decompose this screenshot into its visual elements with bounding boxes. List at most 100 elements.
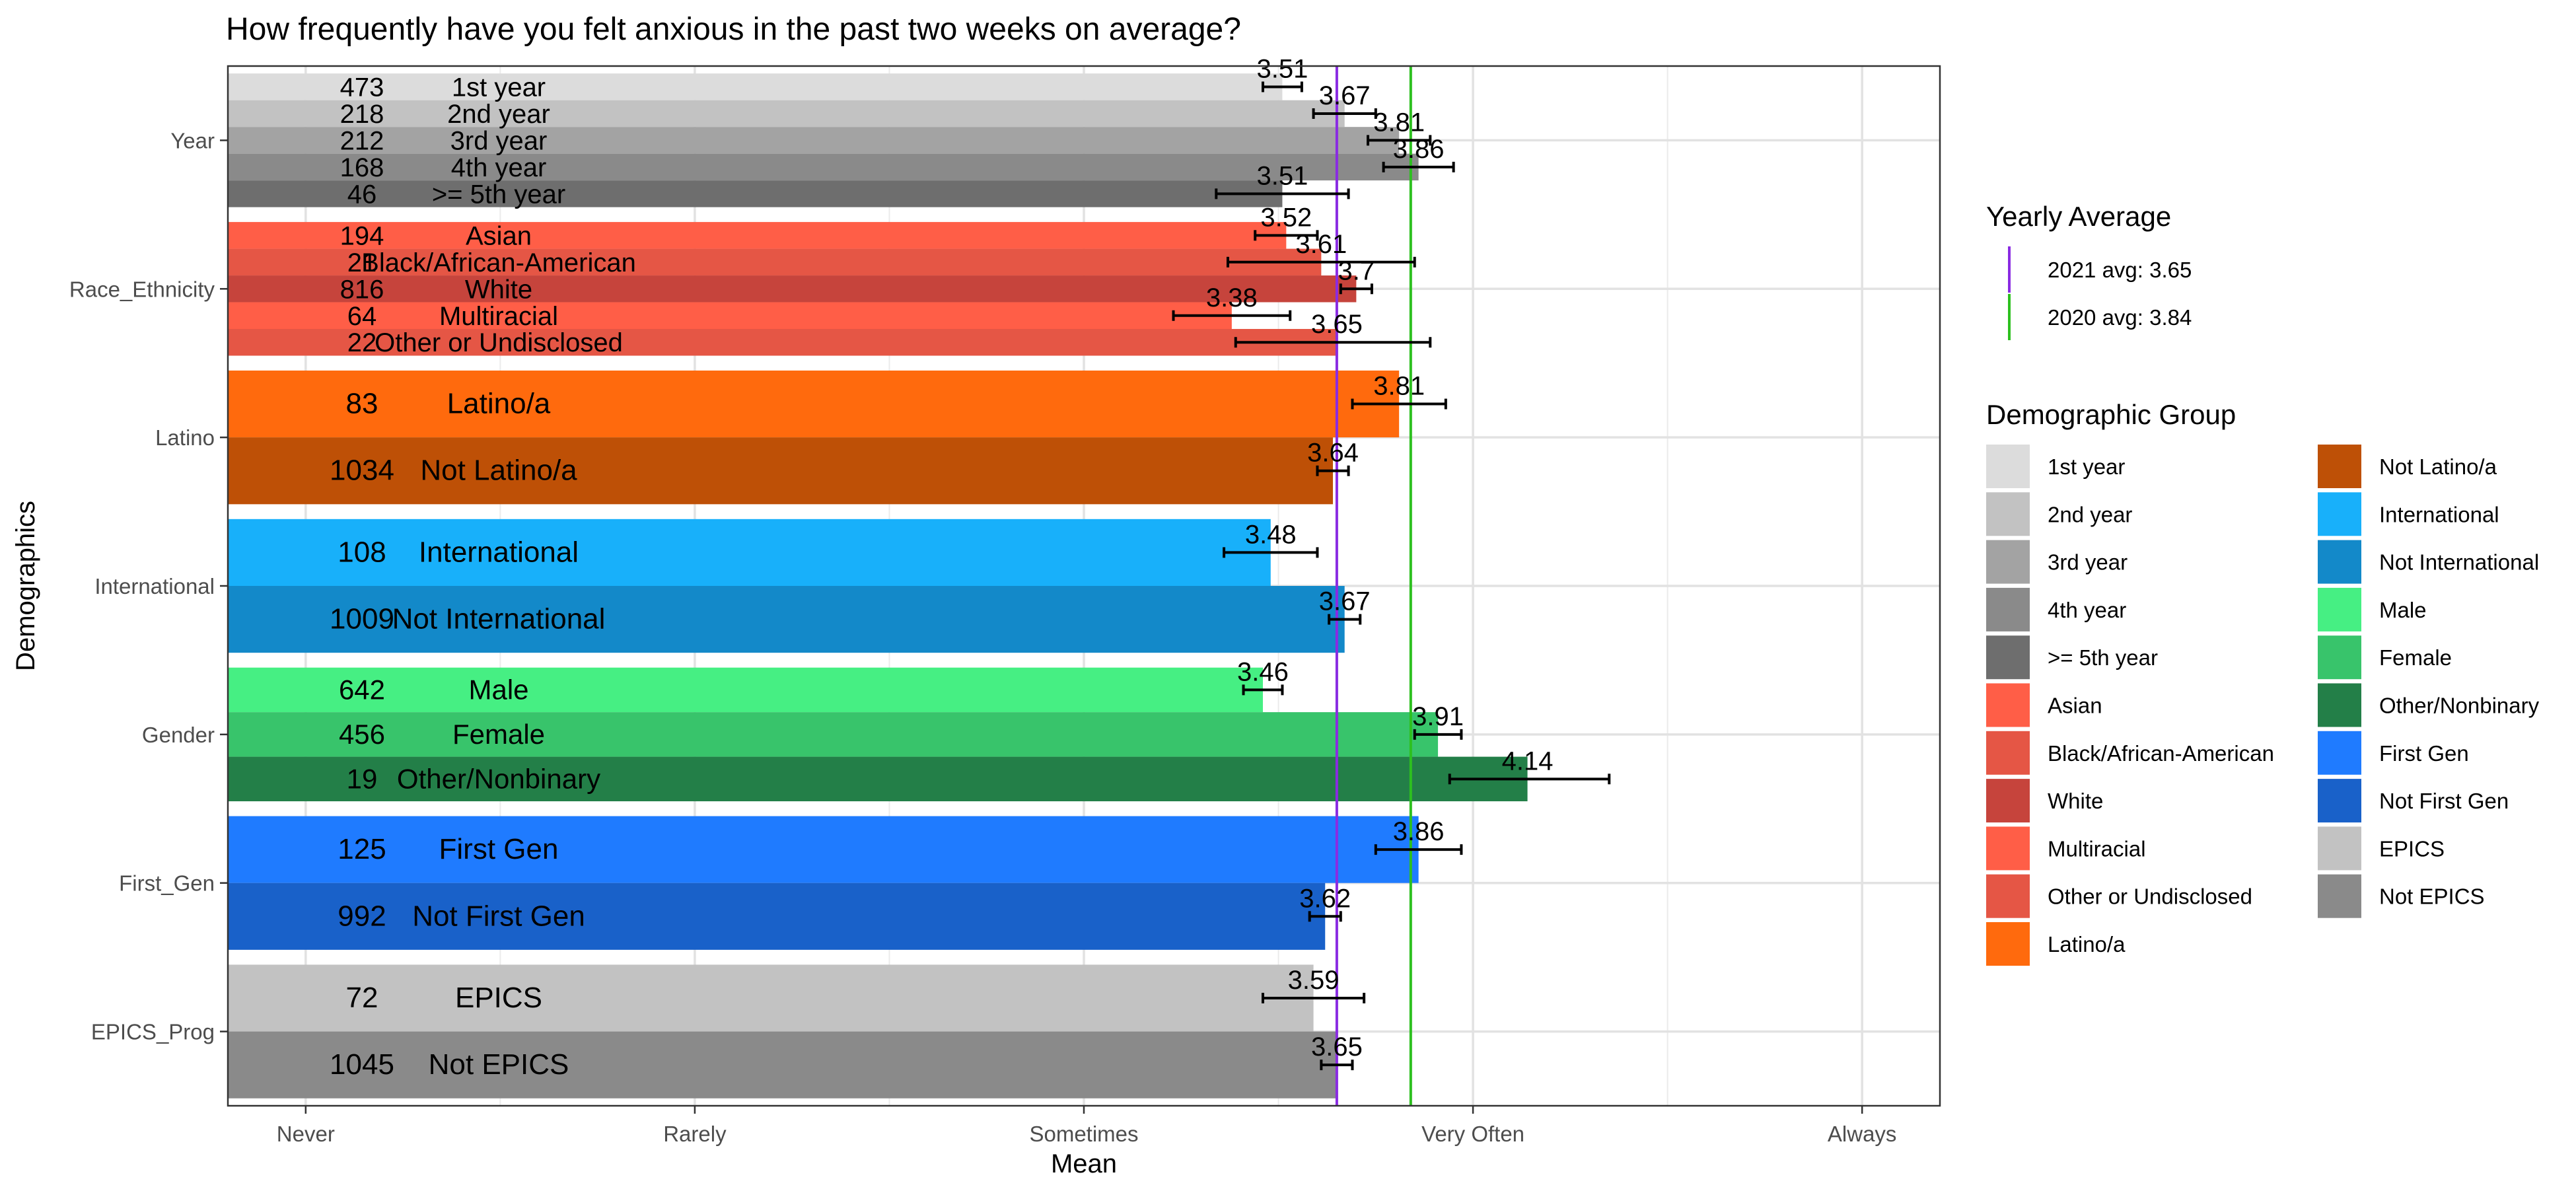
bar-group-label: Asian [466,221,532,250]
bar-group-label: 4th year [451,153,547,182]
bar-count-label: 83 [346,388,378,420]
bar-group-label: Male [468,674,528,705]
legend-swatch [1986,779,2030,823]
bar [228,127,1400,154]
bar-count-label: 1009 [330,603,394,635]
mean-label: 3.7 [1338,256,1375,285]
bar-count-label: 1034 [330,454,394,487]
legend-swatch [2318,683,2361,727]
legend-label: First Gen [2379,741,2469,766]
bar [228,586,1345,653]
bar-count-label: 1045 [330,1048,394,1081]
legend-label: >= 5th year [2048,645,2158,670]
bar [228,667,1263,713]
x-tick-label: Very Often [1421,1122,1524,1146]
bar-count-label: 22 [347,328,377,357]
chart-title: How frequently have you felt anxious in … [226,12,1241,47]
mean-label: 3.62 [1299,884,1351,913]
legend-label: 2021 avg: 3.65 [2048,258,2192,282]
mean-label: 3.51 [1257,161,1308,190]
bar-count-label: 194 [340,221,384,250]
legend-swatch [1986,731,2030,775]
y-tick-label: International [94,574,215,598]
y-tick-label: Race_Ethnicity [69,277,215,301]
bar-count-label: 19 [347,763,378,794]
bar [228,964,1314,1032]
legend-label: Asian [2048,694,2102,718]
bar [228,73,1283,100]
x-tick-label: Sometimes [1029,1122,1138,1146]
bar-count-label: 46 [347,180,377,209]
legend: Yearly Average 2021 avg: 3.65 2020 avg: 3.… [1986,201,2540,966]
bar-group-label: 2nd year [447,100,550,129]
legend-title: Demographic Group [1986,399,2236,430]
legend-swatch [1986,587,2030,631]
legend-label: Not EPICS [2379,884,2485,909]
legend-label: Other/Nonbinary [2379,694,2540,718]
legend-label: EPICS [2379,836,2445,861]
bar-count-label: 168 [340,153,384,182]
bar-count-label: 72 [346,982,378,1014]
bar-count-label: 125 [338,833,386,865]
bar-group-label: >= 5th year [432,180,565,209]
mean-label: 3.59 [1288,966,1340,995]
bar-group-label: Latino/a [447,388,551,420]
legend-label: 3rd year [2048,550,2128,575]
legend-swatch [2318,731,2361,775]
legend-label: 4th year [2048,598,2126,622]
bar-count-label: 992 [338,900,386,932]
legend-label: Latino/a [2048,932,2126,956]
y-tick-label: EPICS_Prog [91,1020,215,1044]
bar [228,328,1337,356]
bar [228,883,1326,950]
bar-count-label: 816 [340,275,384,304]
bar-group-label: Multiracial [439,302,558,331]
bar-count-label: 212 [340,126,384,155]
legend-label: Not International [2379,550,2539,575]
bar [228,519,1271,586]
bar-group-label: Female [452,719,545,750]
bar-group-label: Not International [392,603,606,635]
legend-label: International [2379,502,2499,526]
mean-label: 3.51 [1257,54,1308,83]
legend-label: 1st year [2048,454,2125,479]
mean-label: 3.81 [1373,108,1425,137]
bar-count-label: 64 [347,302,377,331]
legend-swatch [1986,683,2030,727]
legend-label: Black/African-American [2048,741,2274,766]
y-tick-label: Gender [142,723,215,747]
bar-group-label: Other or Undisclosed [375,328,623,357]
x-tick-label: Never [277,1122,335,1146]
bar-group-label: Other/Nonbinary [397,763,600,794]
bar-count-label: 218 [340,100,384,129]
x-axis-title: Mean [1051,1149,1117,1178]
legend-swatch [1986,874,2030,918]
mean-label: 3.52 [1260,203,1312,232]
bar-count-label: 456 [339,719,385,750]
bars [228,73,1528,1099]
legend-title: Yearly Average [1986,201,2171,232]
bar [228,222,1287,249]
legend-label: Multiracial [2048,836,2146,861]
x-tick-label: Always [1828,1122,1897,1146]
legend-swatch [1986,445,2030,488]
legend-swatch [2318,635,2361,680]
bar [228,370,1400,438]
y-tick-label: First_Gen [119,871,215,896]
bar [228,302,1232,329]
bar [228,100,1345,127]
legend-swatch [2318,540,2361,584]
mean-label: 3.64 [1307,439,1359,468]
bar [228,180,1283,207]
legend-swatch [2318,587,2361,631]
legend-label: Not First Gen [2379,789,2509,813]
mean-label: 3.48 [1245,520,1297,549]
legend-swatch [1986,635,2030,680]
bar [228,712,1439,757]
bar-count-label: 642 [339,674,385,705]
bar-group-label: White [465,275,532,304]
mean-label: 3.38 [1206,283,1258,312]
y-axis-title: Demographics [11,501,40,671]
bar [228,248,1322,276]
